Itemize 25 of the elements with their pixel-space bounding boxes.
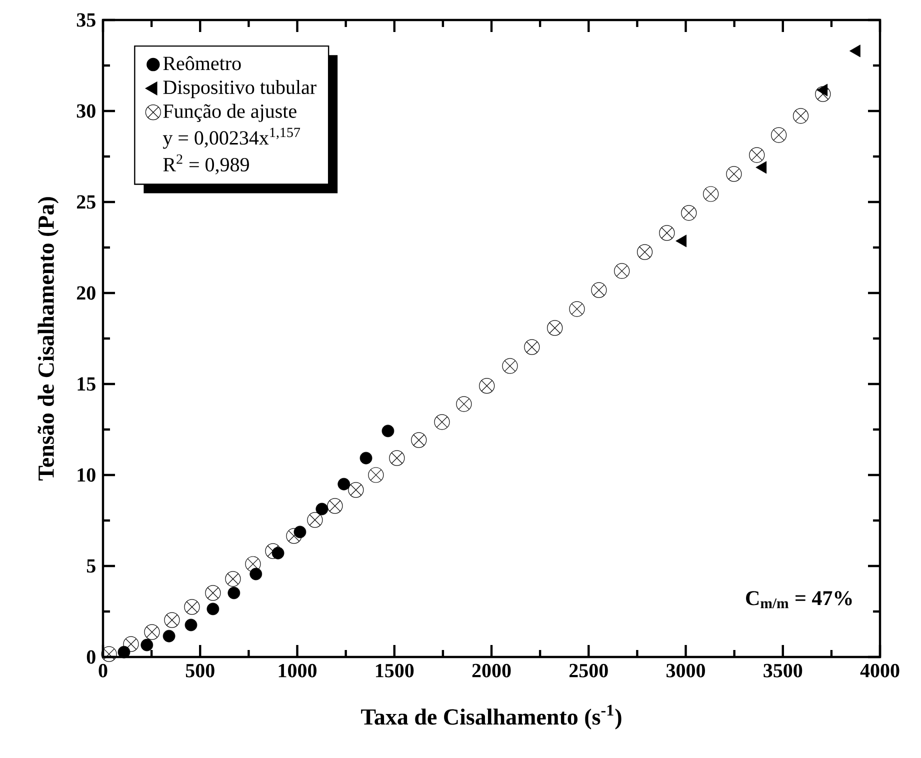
y-tick-label: 15 (78, 377, 96, 391)
annotation: R$^{2}$ = 0,989 (163, 154, 249, 174)
legend-label: Dispositivo tubular (163, 80, 316, 98)
x-tick-label: 2000 (472, 664, 511, 678)
y-tick-label: 5 (86, 559, 96, 573)
y-tick-label: 35 (76, 13, 96, 27)
annotation: y = 0,00234x$^{1,157}$ (162, 128, 300, 149)
x-tick-label: 0 (98, 664, 108, 678)
annotation: C$_{m/m}$ = 47% (746, 591, 852, 608)
legend-label: Reômetro (163, 56, 241, 70)
legend-label: Função de ajuste (163, 104, 296, 122)
x-tick-label: 3000 (666, 664, 705, 678)
y-tick-label: 10 (78, 468, 96, 482)
y-tick-label: 30 (76, 104, 96, 118)
x-tick-label: 1000 (278, 664, 316, 678)
x-tick-label: 4000 (860, 664, 900, 678)
x-tick-label: 3500 (764, 664, 802, 678)
y-tick-label: 20 (76, 286, 96, 300)
x-tick-label: 500 (186, 664, 214, 678)
x-tick-label: 1500 (376, 664, 414, 678)
y-tick-label: 0 (86, 650, 96, 664)
y-tick-label: 25 (76, 195, 96, 209)
y-axis-title: Tensão de Cisalhamento (Pa) (38, 197, 59, 481)
x-tick-label: 2500 (569, 664, 608, 678)
x-axis-title: Taxa de Cisalhamento (s$^{-1}$) (361, 704, 622, 730)
